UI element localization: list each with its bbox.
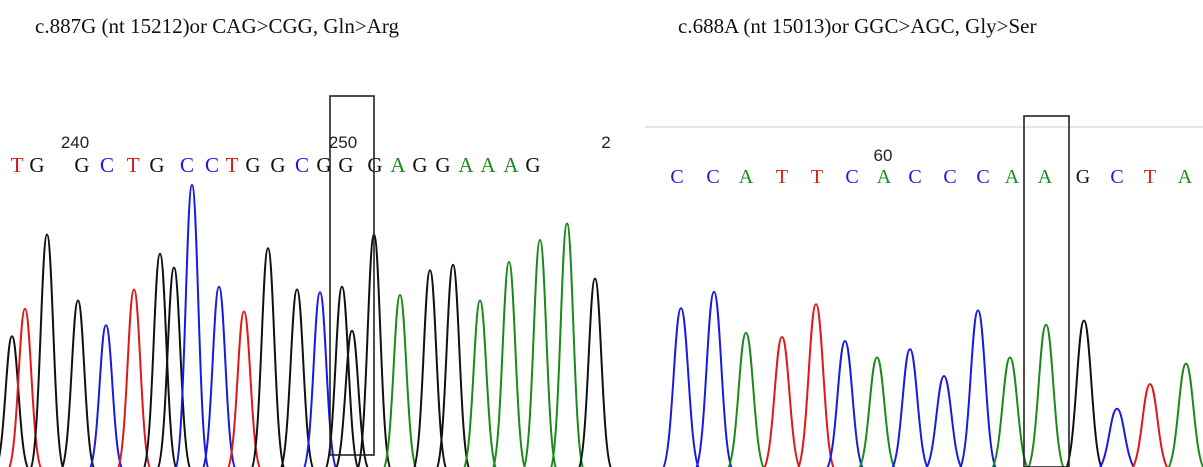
right-peak-14 <box>1131 383 1169 467</box>
left-peak-6 <box>143 252 177 467</box>
right-base-call-9: C <box>976 166 989 188</box>
left-peak-10 <box>227 310 261 467</box>
left-peak-4 <box>89 324 123 467</box>
right-base-call-6: A <box>877 166 892 188</box>
right-peak-10 <box>991 356 1029 467</box>
left-peak-24 <box>578 277 612 467</box>
left-tick-label-1: 250 <box>329 133 357 152</box>
left-base-call-5: G <box>149 153 164 177</box>
trace-peaks <box>0 183 1203 467</box>
left-peak-5 <box>117 288 151 467</box>
right-peak-9 <box>959 309 997 467</box>
right-base-call-8: C <box>943 166 956 188</box>
left-peak-11 <box>251 247 285 467</box>
left-base-call-21: G <box>525 153 540 177</box>
right-base-call-14: T <box>1144 166 1156 188</box>
right-panel-caption: c.688A (nt 15013)or GGC>AGC, Gly>Ser <box>678 14 1037 38</box>
right-peak-1 <box>695 290 733 467</box>
left-tick-label-2: 2 <box>601 133 610 152</box>
right-peak-13 <box>1098 407 1136 467</box>
right-base-call-4: T <box>811 166 823 188</box>
left-peak-13 <box>303 291 337 467</box>
left-peak-19 <box>436 263 470 467</box>
left-base-call-3: C <box>100 153 114 177</box>
left-base-call-4: T <box>127 153 140 177</box>
right-base-call-3: T <box>776 166 788 188</box>
left-peak-20 <box>463 299 497 467</box>
right-base-call-2: A <box>739 166 754 188</box>
right-peak-0 <box>662 307 700 467</box>
right-base-call-5: C <box>845 166 858 188</box>
right-tick-label-0: 60 <box>874 146 893 165</box>
left-base-call-17: G <box>435 153 450 177</box>
right-base-call-10: A <box>1005 166 1020 188</box>
left-peak-21 <box>492 260 526 467</box>
right-base-call-1: C <box>706 166 719 188</box>
left-peak-7 <box>157 266 191 467</box>
right-peak-7 <box>891 348 929 467</box>
left-tick-label-0: 240 <box>61 133 89 152</box>
right-peak-6 <box>858 356 896 467</box>
left-base-call-18: A <box>458 153 474 177</box>
right-base-call-7: C <box>908 166 921 188</box>
right-peak-15 <box>1167 362 1203 467</box>
left-base-call-7: C <box>205 153 219 177</box>
left-mutation-highlight-box <box>329 95 375 456</box>
left-base-call-10: G <box>270 153 285 177</box>
left-base-call-16: G <box>412 153 427 177</box>
right-base-call-13: C <box>1110 166 1123 188</box>
right-peak-12 <box>1065 319 1103 467</box>
right-mutation-highlight-box <box>1023 115 1070 467</box>
right-peak-3 <box>763 335 801 467</box>
right-base-call-11: A <box>1038 166 1053 188</box>
left-peak-23 <box>550 222 584 467</box>
left-base-call-1: G <box>29 153 44 177</box>
right-base-call-0: C <box>670 166 683 188</box>
left-peak-14 <box>325 285 359 467</box>
left-peak-12 <box>280 288 314 467</box>
position-ticks: 240 250 260 <box>61 133 893 165</box>
left-base-call-8: T <box>226 153 239 177</box>
left-peak-2 <box>30 233 64 467</box>
right-base-call-15: A <box>1178 166 1193 188</box>
left-peak-1 <box>8 307 42 467</box>
left-peak-18 <box>413 269 447 467</box>
left-peak-17 <box>383 293 417 467</box>
left-base-call-14: G <box>367 153 382 177</box>
left-base-call-11: C <box>295 153 309 177</box>
left-base-call-15: A <box>390 153 406 177</box>
right-base-call-12: G <box>1076 166 1090 188</box>
left-base-call-9: G <box>245 153 260 177</box>
left-peak-8 <box>175 183 209 467</box>
highlight-boxes <box>329 95 1070 467</box>
left-peak-0 <box>0 335 29 467</box>
left-base-call-19: A <box>480 153 496 177</box>
right-peak-5 <box>826 340 864 467</box>
right-peak-2 <box>727 331 765 467</box>
left-peak-22 <box>523 238 557 467</box>
left-peak-9 <box>202 285 236 467</box>
left-base-call-0: T <box>11 153 24 177</box>
left-base-call-2: G <box>74 153 89 177</box>
left-base-call-6: C <box>180 153 194 177</box>
left-panel-caption: c.887G (nt 15212)or CAG>CGG, Gln>Arg <box>35 14 399 38</box>
left-base-call-20: A <box>503 153 519 177</box>
left-peak-3 <box>61 299 95 467</box>
left-base-call-12: G <box>316 153 331 177</box>
right-peak-4 <box>797 303 835 467</box>
left-base-call-13: G <box>338 153 353 177</box>
right-peak-8 <box>925 374 963 467</box>
right-peak-11 <box>1027 323 1065 467</box>
